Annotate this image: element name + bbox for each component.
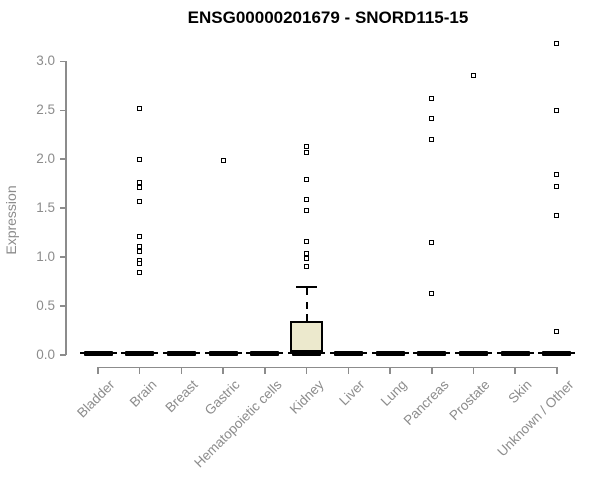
whisker-stem	[305, 314, 308, 321]
outlier-point	[429, 239, 435, 245]
box-median-bar	[292, 350, 322, 356]
y-axis-tick	[59, 109, 66, 111]
x-axis-tick	[138, 368, 141, 374]
outlier-point	[137, 248, 143, 254]
outlier-point	[554, 184, 560, 190]
x-axis-tick	[514, 368, 516, 374]
box-median-bar	[417, 350, 447, 356]
y-tick-label: 3.0	[36, 53, 55, 69]
whisker-stem	[305, 288, 308, 296]
outlier-point	[554, 212, 560, 218]
x-axis-tick	[305, 368, 308, 374]
y-axis-label: Expression	[3, 185, 19, 255]
outlier-point	[304, 149, 310, 155]
outlier-point	[137, 261, 143, 267]
outlier-point	[470, 73, 476, 79]
outlier-point	[554, 107, 560, 113]
outlier-point	[137, 270, 143, 276]
whisker-stem	[305, 302, 308, 310]
x-axis-tick	[222, 368, 224, 374]
outlier-point	[137, 185, 143, 191]
y-axis-tick	[59, 305, 66, 307]
y-tick-label: 1.5	[36, 200, 55, 216]
outlier-point	[137, 156, 143, 162]
y-tick-label: 0.0	[36, 347, 55, 362]
y-tick-label: 2.0	[36, 151, 55, 167]
box-median-bar	[375, 350, 405, 356]
outlier-point	[429, 115, 435, 121]
box-median-bar	[458, 350, 488, 356]
outlier-point	[137, 105, 143, 111]
y-axis-tick	[59, 207, 66, 209]
y-axis-tick	[59, 256, 66, 258]
box-median-bar	[125, 350, 155, 356]
box-median-bar	[500, 350, 530, 356]
y-tick-label: 2.5	[36, 102, 55, 118]
outlier-point	[304, 255, 310, 261]
outlier-point	[220, 157, 226, 163]
y-tick-label: 0.5	[36, 298, 55, 314]
box-median-bar	[333, 350, 363, 356]
outlier-point	[304, 196, 310, 202]
box-median-bar	[250, 350, 280, 356]
outlier-point	[137, 234, 143, 240]
box-median-bar	[166, 350, 196, 356]
chart-title: ENSG00000201679 - SNORD115-15	[187, 8, 469, 27]
whisker-cap	[296, 286, 318, 289]
x-axis-tick	[180, 368, 183, 374]
outlier-point	[304, 207, 310, 213]
y-axis-line	[65, 61, 67, 355]
outlier-point	[304, 238, 310, 244]
box-median-bar	[208, 350, 238, 356]
x-axis-tick	[472, 368, 475, 374]
x-axis-tick	[264, 368, 266, 374]
outlier-point	[304, 264, 310, 270]
outlier-point	[429, 96, 435, 101]
y-axis-tick	[59, 158, 66, 160]
x-axis-tick	[431, 368, 433, 374]
box-body	[290, 320, 324, 352]
outlier-point	[137, 243, 143, 249]
outlier-point	[304, 143, 310, 149]
y-axis-tick	[59, 60, 66, 63]
box-median-bar	[83, 350, 113, 356]
outlier-point	[429, 137, 435, 143]
x-axis-tick	[389, 368, 391, 374]
outlier-point	[137, 198, 143, 204]
y-tick-label: 1.0	[36, 249, 55, 265]
box-median-bar	[542, 350, 572, 356]
y-axis-tick	[59, 354, 66, 356]
outlier-point	[304, 177, 310, 183]
outlier-point	[429, 290, 435, 296]
outlier-point	[554, 41, 560, 47]
x-axis-tick	[556, 368, 558, 374]
outlier-point	[137, 180, 143, 186]
outlier-point	[554, 329, 560, 334]
outlier-point	[554, 172, 560, 178]
outlier-point	[304, 250, 310, 256]
x-axis-tick	[97, 368, 99, 374]
x-axis-line	[97, 366, 558, 368]
x-axis-tick	[347, 368, 350, 374]
